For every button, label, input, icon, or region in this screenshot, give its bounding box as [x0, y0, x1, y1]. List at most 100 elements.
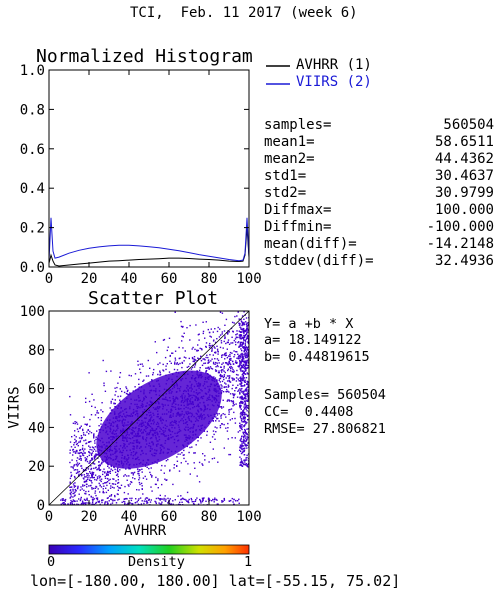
scatter-point — [150, 467, 152, 469]
scatter-xlabel: AVHRR — [124, 523, 167, 539]
scatter-point — [71, 500, 74, 503]
scatter-point — [191, 446, 193, 448]
scatter-point — [243, 449, 246, 451]
scatter-point — [190, 377, 193, 379]
scatter-point — [125, 411, 128, 413]
scatter-point — [159, 444, 162, 446]
scatter-point — [187, 392, 189, 395]
scatter-point — [244, 344, 247, 346]
scatter-point — [76, 500, 78, 502]
scatter-point — [202, 453, 204, 455]
scatter-point — [180, 378, 182, 381]
scatter-point — [242, 416, 245, 419]
scatter-point — [233, 356, 235, 358]
scatter-point — [79, 449, 82, 451]
scatter-point — [195, 430, 197, 432]
scatter-point — [217, 326, 219, 329]
scatter-point — [121, 420, 123, 423]
scatter-point — [157, 479, 159, 482]
scatter-point — [158, 403, 160, 405]
scatter-point — [92, 450, 94, 452]
scatter-point — [224, 337, 226, 340]
scatter-point — [174, 450, 177, 453]
scatter-point — [80, 435, 83, 437]
scatter-point — [244, 402, 246, 404]
scatter-point — [247, 337, 249, 339]
scatter-point — [179, 386, 182, 388]
scatter-point — [98, 465, 100, 467]
scatter-point — [203, 410, 205, 412]
scatter-point — [218, 336, 221, 338]
scatter-point — [195, 380, 197, 383]
scatter-point — [231, 371, 234, 373]
scatter-point — [216, 345, 218, 347]
scatter-point — [115, 457, 118, 459]
scatter-point — [241, 414, 243, 417]
scatter-point — [180, 408, 182, 410]
scatter-point — [136, 403, 138, 406]
scatter-point — [110, 485, 112, 487]
scatter-point — [246, 364, 248, 367]
scatter-point — [118, 416, 120, 418]
scatter-point — [198, 399, 200, 401]
scatter-point — [240, 378, 242, 381]
scatter-point — [76, 469, 79, 471]
scatter-point — [156, 431, 158, 433]
scatter-point — [88, 462, 90, 464]
scatter-point — [77, 430, 80, 433]
scatter-y-tick-label: 40 — [28, 420, 45, 436]
scatter-point — [240, 383, 242, 385]
scatter-point — [222, 347, 224, 349]
scatter-point — [218, 387, 221, 390]
scatter-point — [142, 477, 145, 479]
scatter-point — [203, 404, 206, 406]
scatter-point — [140, 415, 143, 418]
scatter-point — [186, 327, 188, 329]
scatter-point — [126, 475, 128, 477]
scatter-point — [209, 366, 212, 368]
scatter-point — [127, 458, 129, 460]
scatter-point — [73, 434, 76, 437]
scatter-point — [214, 377, 217, 379]
scatter-point — [78, 437, 81, 439]
scatter-point — [136, 405, 138, 408]
scatter-point — [222, 354, 224, 356]
scatter-point — [242, 367, 245, 369]
scatter-point — [158, 438, 161, 441]
scatter-point — [239, 380, 241, 382]
scatter-point — [140, 429, 142, 431]
scatter-point — [177, 495, 179, 497]
scatter-point — [251, 322, 252, 323]
scatter-point — [93, 455, 96, 457]
scatter-point — [168, 392, 170, 394]
scatter-point — [216, 503, 218, 505]
scatter-point — [97, 488, 99, 490]
histogram-line-viirs — [48, 217, 250, 262]
scatter-point — [137, 470, 139, 473]
scatter-point — [74, 488, 76, 491]
scatter-point — [80, 498, 82, 500]
scatter-point — [201, 424, 204, 426]
scatter-point — [198, 461, 201, 464]
scatter-point — [187, 442, 189, 444]
scatter-point — [136, 407, 139, 409]
scatter-point — [137, 456, 139, 458]
scatter-point — [113, 437, 116, 439]
scatter-point — [165, 420, 167, 422]
scatter-point — [245, 369, 247, 371]
scatter-point — [126, 397, 128, 400]
scatter-point — [116, 425, 118, 428]
scatter-point — [94, 442, 96, 444]
scatter-point — [123, 491, 126, 494]
scatter-point — [92, 447, 95, 449]
scatter-point — [247, 324, 249, 326]
scatter-point — [151, 475, 153, 477]
scatter-point — [89, 461, 91, 464]
scatter-point — [197, 374, 199, 377]
scatter-point — [168, 502, 171, 505]
scatter-point — [174, 398, 176, 401]
scatter-point — [117, 470, 119, 472]
scatter-point — [183, 416, 185, 418]
scatter-point — [211, 379, 213, 381]
scatter-point — [197, 425, 200, 427]
